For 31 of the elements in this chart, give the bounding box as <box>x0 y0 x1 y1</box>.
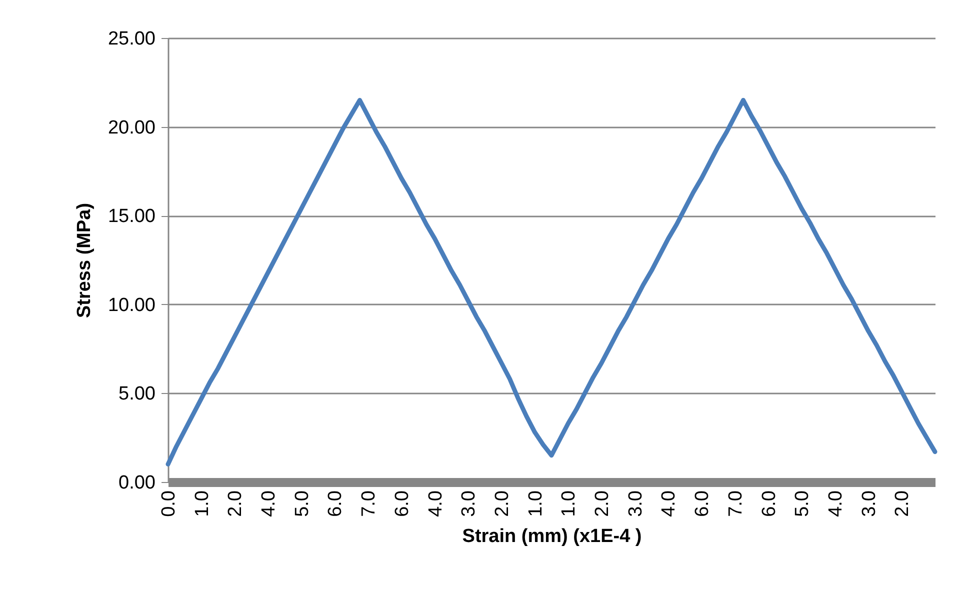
x-tick-label: 4.0 <box>825 490 846 517</box>
x-tick-label: 1.0 <box>525 490 546 517</box>
y-tick-label: 0.00 <box>118 472 156 494</box>
x-tick-label: 4.0 <box>425 490 446 517</box>
x-tick-label: 7.0 <box>358 490 380 517</box>
x-axis-title: Strain (mm) (x1E-4 ) <box>462 526 642 547</box>
x-tick-label: 6.0 <box>325 490 346 517</box>
x-tick-label: 6.0 <box>692 490 714 517</box>
y-axis-title: Stress (MPa) <box>74 202 95 318</box>
y-tick-label: 15.00 <box>108 206 156 228</box>
x-tick-label: 5.0 <box>292 490 313 517</box>
x-tick-label: 6.0 <box>392 490 413 517</box>
x-tick-label: 1.0 <box>192 490 213 517</box>
x-tick-label: 5.0 <box>792 490 814 517</box>
x-tick-label: 4.0 <box>658 490 680 517</box>
x-tick-label: 3.0 <box>458 490 480 517</box>
y-tick-label: 10.00 <box>108 294 156 316</box>
x-tick-label: 3.0 <box>625 490 646 517</box>
x-tick-label: 3.0 <box>858 490 880 517</box>
x-tick-label: 7.0 <box>725 490 746 517</box>
x-tick-label: 1.0 <box>558 490 580 517</box>
x-tick-label: 2.0 <box>492 490 513 517</box>
y-tick-label: 5.00 <box>118 384 156 405</box>
x-tick-label: 2.0 <box>225 490 246 517</box>
x-tick-label: 6.0 <box>758 490 780 517</box>
y-tick-label: 25.00 <box>108 28 156 50</box>
y-tick-label: 20.00 <box>108 117 156 138</box>
x-tick-label: 2.0 <box>892 490 914 517</box>
x-tick-label: 2.0 <box>592 490 614 517</box>
x-tick-label: 0.0 <box>158 490 180 517</box>
x-tick-label: 4.0 <box>258 490 280 517</box>
